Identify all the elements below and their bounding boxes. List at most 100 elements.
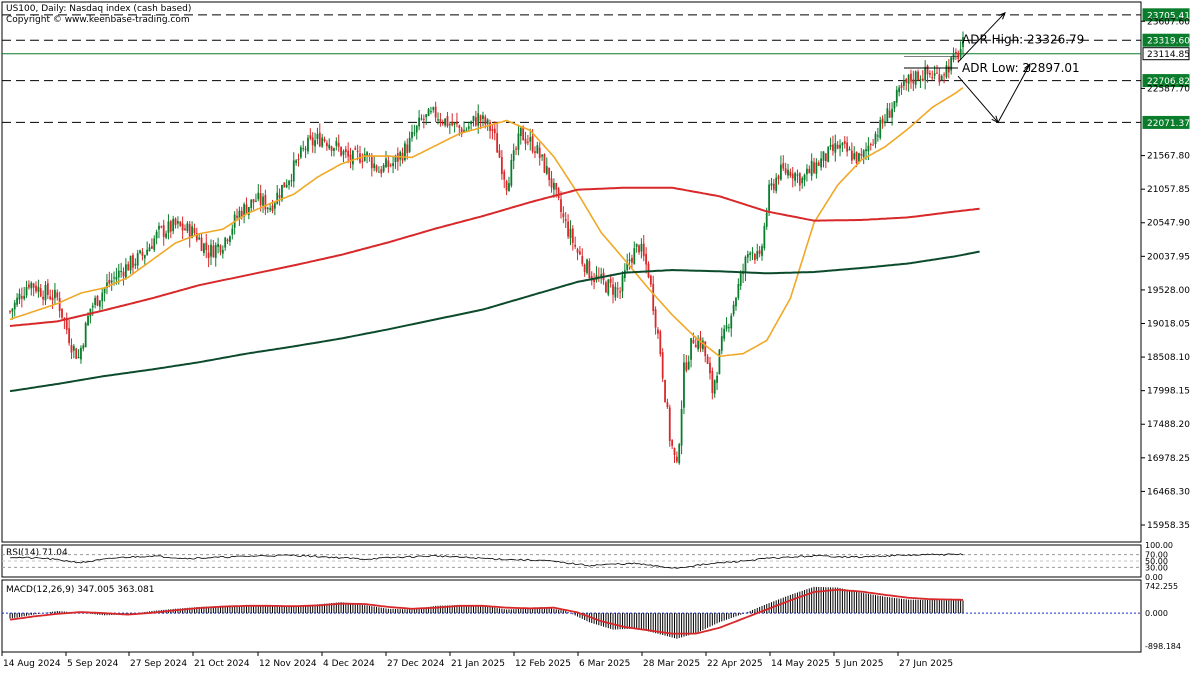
candle-body [763, 226, 766, 249]
candle-body [20, 296, 23, 299]
candle-body [418, 117, 421, 127]
candle-body [815, 162, 818, 174]
candle-body [425, 114, 428, 118]
candle-body [70, 344, 73, 353]
candle-body [522, 126, 525, 141]
candle-body [264, 195, 267, 210]
candle-body [250, 199, 253, 208]
candle-body [132, 255, 134, 268]
candle-body [517, 133, 520, 150]
candle-body [862, 150, 865, 157]
candle-body [796, 174, 799, 176]
candle-body [221, 249, 224, 254]
candle-body [560, 199, 562, 212]
candle-body [432, 107, 435, 110]
candle-body [321, 137, 324, 147]
candle-body [699, 337, 702, 349]
candle-body [945, 65, 948, 78]
candle-body [895, 89, 898, 103]
macd-tick-label: 0.000 [1145, 609, 1168, 618]
candle-body [281, 184, 283, 201]
level-label-bg [1142, 115, 1190, 129]
candle-body [470, 121, 473, 125]
candle-body [841, 143, 844, 146]
time-tick-label: 28 Mar 2025 [643, 659, 700, 669]
candle-body [143, 255, 146, 259]
candle-body [191, 226, 193, 238]
time-tick-label: 22 Apr 2025 [707, 659, 763, 669]
candle-body [399, 152, 402, 160]
candle-body [668, 407, 671, 441]
candle-body [299, 147, 302, 158]
candle-body [664, 379, 666, 403]
candle-body [136, 253, 139, 266]
time-tick-label: 14 May 2025 [771, 659, 830, 669]
candle-body [758, 250, 761, 254]
time-tick-label: 21 Oct 2024 [194, 659, 250, 669]
candle-body [80, 347, 82, 360]
candle-body [550, 178, 553, 188]
candle-body [701, 340, 704, 350]
candle-body [278, 195, 281, 198]
candle-body [777, 175, 780, 180]
candle-body [943, 74, 945, 76]
candle-body [18, 293, 21, 300]
candle-body [160, 226, 163, 228]
level-label: 23114.85 [1147, 50, 1190, 60]
candle-body [349, 154, 352, 162]
candle-body [645, 253, 648, 265]
candle-body [510, 160, 513, 186]
candle-body [746, 254, 749, 258]
candle-body [304, 148, 307, 150]
candle-body [633, 248, 636, 265]
candle-body [94, 297, 97, 306]
candle-body [900, 85, 903, 88]
candle-body [68, 328, 71, 344]
candle-body [853, 153, 856, 160]
candle-body [148, 247, 151, 252]
candle-body [496, 133, 499, 153]
price-tick-label: 19528.00 [1147, 286, 1190, 296]
candle-body [238, 210, 241, 218]
candle-body [387, 160, 390, 167]
candle-body [950, 57, 953, 71]
price-tick-label: 19018.05 [1147, 319, 1190, 329]
candle-body [259, 193, 262, 206]
candle-body [411, 131, 413, 138]
candle-body [623, 270, 626, 279]
adr-annotations: ADR High: 23326.79 ADR Low: 22897.01 [904, 11, 1084, 124]
candle-body [694, 344, 697, 348]
time-tick-label: 12 Feb 2025 [515, 659, 571, 669]
candle-body [210, 244, 212, 257]
candle-body [11, 308, 14, 312]
candle-body [134, 263, 137, 266]
candles-layer [9, 31, 964, 465]
candle-body [569, 228, 572, 239]
candle-body [165, 233, 167, 238]
candle-body [276, 192, 279, 204]
candle-body [337, 142, 340, 147]
candle-body [354, 148, 357, 150]
level-label: 23319.60 [1147, 37, 1190, 47]
candle-body [548, 167, 551, 181]
candle-body [266, 207, 269, 209]
candle-body [347, 150, 350, 157]
candle-body [754, 254, 756, 261]
candle-body [687, 361, 690, 370]
candle-body [408, 137, 411, 152]
candle-body [49, 296, 52, 300]
candle-body [117, 270, 120, 278]
candle-body [508, 183, 510, 192]
candle-body [30, 282, 33, 289]
candle-body [446, 116, 449, 127]
candle-body [58, 297, 61, 311]
candle-body [515, 148, 517, 150]
candle-body [169, 221, 172, 232]
candle-body [51, 297, 54, 301]
candle-body [801, 177, 804, 184]
candle-body [529, 137, 532, 142]
candle-body [874, 133, 877, 145]
candle-body [46, 283, 49, 295]
candle-body [214, 245, 217, 258]
